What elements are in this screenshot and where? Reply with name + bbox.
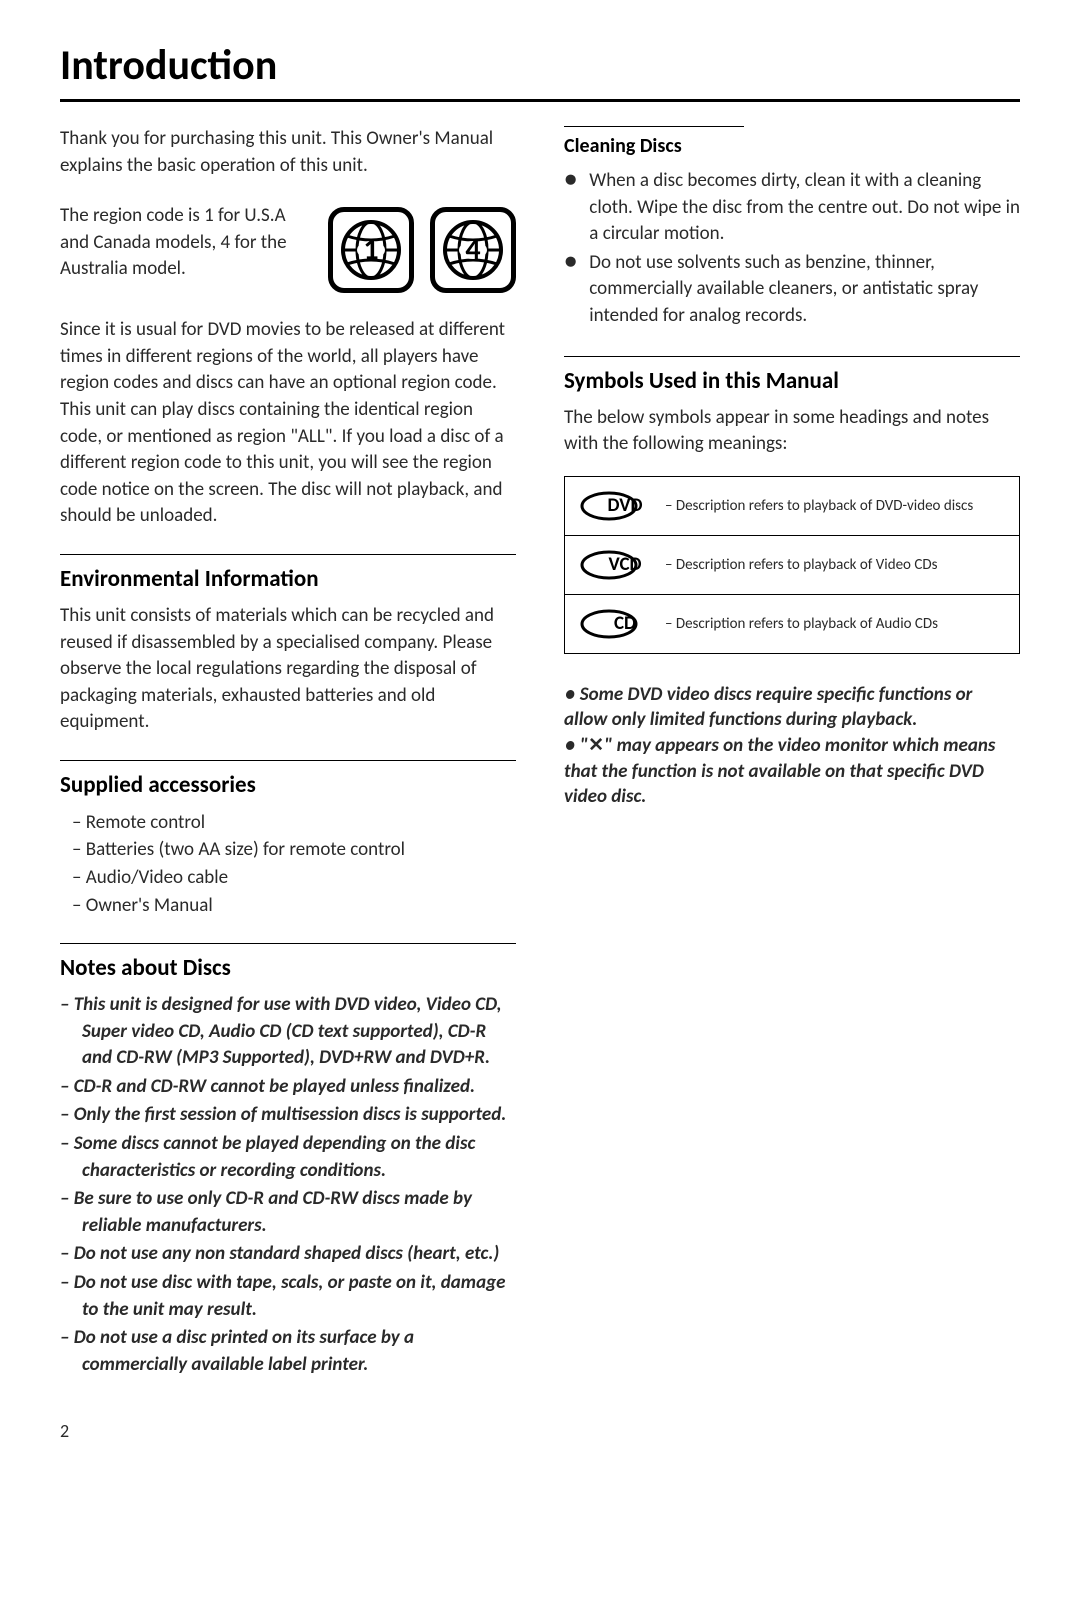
- disc-label-text: DVD: [597, 494, 653, 517]
- bullet-icon: ●: [564, 168, 577, 248]
- list-item: Remote control: [72, 809, 516, 837]
- two-column-layout: Thank you for purchasing this unit. This…: [60, 126, 1020, 1380]
- region-number-1: 1: [363, 231, 378, 268]
- list-item: Audio/Video cable: [72, 864, 516, 892]
- list-item: Owner's Manual: [72, 892, 516, 920]
- symbols-intro: The below symbols appear in some heading…: [564, 405, 1020, 458]
- disc-label-text: CD: [597, 612, 653, 635]
- list-item: Batteries (two AA size) for remote contr…: [72, 836, 516, 864]
- list-item: – CD-R and CD-RW cannot be played unless…: [60, 1074, 516, 1101]
- list-item-text: Do not use solvents such as benzine, thi…: [589, 250, 1020, 330]
- bold-note-2b: " may appears on the video monitor which…: [564, 734, 995, 808]
- divider: [60, 943, 516, 944]
- list-item: – Do not use disc with tape, scals, or p…: [60, 1270, 516, 1323]
- symbols-table: DVD – Description refers to playback of …: [564, 476, 1020, 654]
- short-divider: [564, 126, 744, 127]
- page-number: 2: [60, 1420, 1020, 1442]
- list-item: – Do not use any non standard shaped dis…: [60, 1241, 516, 1268]
- bold-note-1: ● Some DVD video discs require specific …: [564, 682, 1020, 733]
- list-item: – Only the first session of multisession…: [60, 1102, 516, 1129]
- divider: [60, 554, 516, 555]
- intro-paragraph: Thank you for purchasing this unit. This…: [60, 126, 516, 179]
- symbol-description: – Description refers to playback of Vide…: [665, 556, 1007, 574]
- divider: [564, 356, 1020, 357]
- disc-label-text: VCD: [597, 553, 653, 576]
- region-code-text: The region code is 1 for U.S.A and Canad…: [60, 203, 308, 283]
- supplied-heading: Supplied accessories: [60, 771, 516, 799]
- environmental-paragraph: This unit consists of materials which ca…: [60, 603, 516, 736]
- bold-notes: ● Some DVD video discs require specific …: [564, 682, 1020, 810]
- list-item-text: When a disc becomes dirty, clean it with…: [589, 168, 1020, 248]
- symbol-description: – Description refers to playback of Audi…: [665, 615, 1007, 633]
- table-row: DVD – Description refers to playback of …: [565, 477, 1019, 536]
- region-globe-1: 1: [328, 207, 414, 293]
- page-title: Introduction: [60, 40, 1020, 102]
- cleaning-list: ●When a disc becomes dirty, clean it wit…: [564, 168, 1020, 330]
- bold-note-2: ● "✕" may appears on the video monitor w…: [564, 733, 1020, 810]
- list-item: – This unit is designed for use with DVD…: [60, 992, 516, 1072]
- divider: [60, 760, 516, 761]
- region-globe-4: 4: [430, 207, 516, 293]
- list-item: – Be sure to use only CD-R and CD-RW dis…: [60, 1186, 516, 1239]
- list-item: – Some discs cannot be played depending …: [60, 1131, 516, 1184]
- cleaning-heading: Cleaning Discs: [564, 134, 1020, 158]
- table-row: CD – Description refers to playback of A…: [565, 595, 1019, 653]
- region-code-icons: 1 4: [328, 203, 516, 293]
- bullet-icon: ●: [564, 250, 577, 330]
- notes-list: – This unit is designed for use with DVD…: [60, 992, 516, 1378]
- list-item: ●When a disc becomes dirty, clean it wit…: [564, 168, 1020, 248]
- list-item: – Do not use a disc printed on its surfa…: [60, 1325, 516, 1378]
- region-paragraph: Since it is usual for DVD movies to be r…: [60, 317, 516, 530]
- notes-heading: Notes about Discs: [60, 954, 516, 982]
- left-column: Thank you for purchasing this unit. This…: [60, 126, 516, 1380]
- bold-note-2a: ● ": [564, 734, 588, 757]
- right-column: Cleaning Discs ●When a disc becomes dirt…: [564, 126, 1020, 1380]
- symbols-heading: Symbols Used in this Manual: [564, 367, 1020, 395]
- list-item: ●Do not use solvents such as benzine, th…: [564, 250, 1020, 330]
- table-row: VCD – Description refers to playback of …: [565, 536, 1019, 595]
- symbol-description: – Description refers to playback of DVD-…: [665, 497, 1007, 515]
- supplied-list: Remote control Batteries (two AA size) f…: [60, 809, 516, 919]
- x-symbol-icon: ✕: [588, 735, 604, 756]
- environmental-heading: Environmental Information: [60, 565, 516, 593]
- region-code-row: The region code is 1 for U.S.A and Canad…: [60, 203, 516, 293]
- region-number-4: 4: [465, 231, 480, 268]
